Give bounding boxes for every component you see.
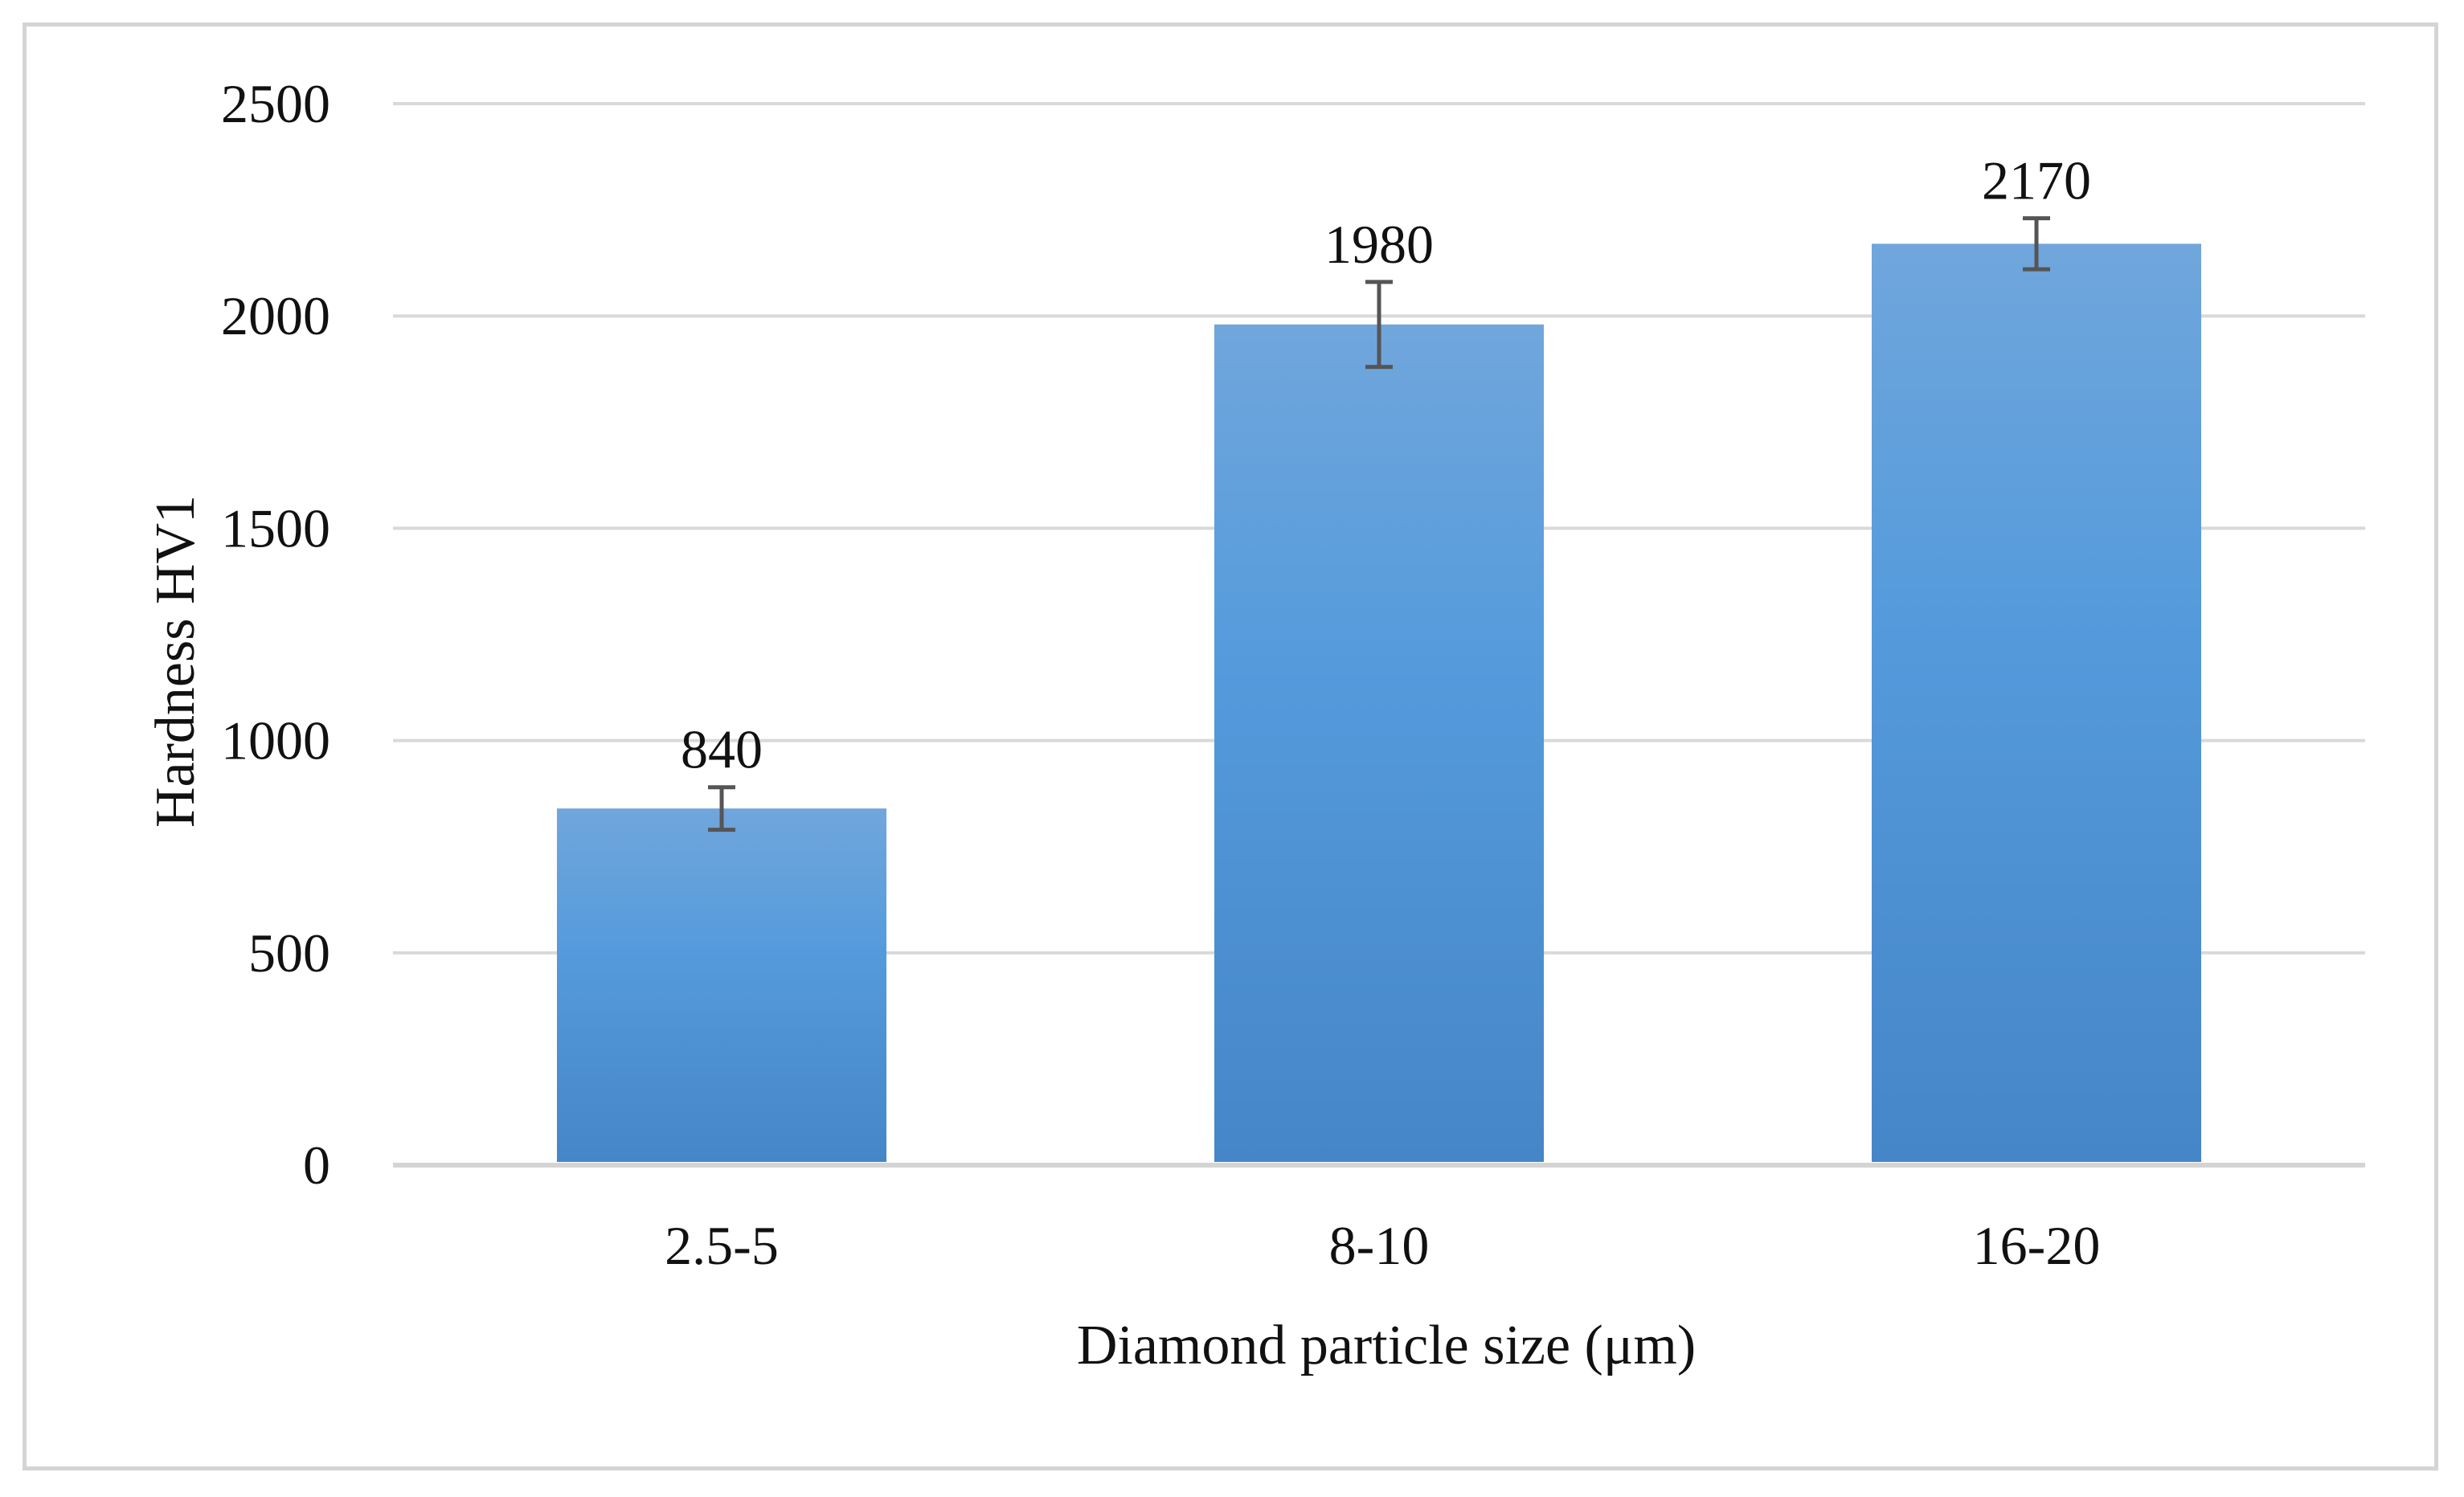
y-tick-label: 1500: [221, 497, 330, 558]
x-category-label: 8-10: [1329, 1215, 1430, 1276]
error-bar: [1365, 280, 1393, 370]
data-label: 2170: [1982, 150, 2091, 211]
x-axis-title: Diamond particle size (μm): [1077, 1315, 1696, 1376]
error-bars: [708, 216, 2050, 832]
bar: [557, 808, 886, 1162]
bar: [1214, 324, 1544, 1162]
bar-chart: 0 500 1000 1500 2000 2500 840 1980 2170 2.5-5 8-…: [145, 73, 2365, 1376]
x-category-label: 2.5-5: [665, 1215, 779, 1276]
x-category-label: 16-20: [1973, 1215, 2101, 1276]
bar: [1872, 243, 2201, 1162]
error-bar: [2023, 216, 2050, 272]
y-tick-label: 500: [248, 922, 330, 984]
data-label: 1980: [1324, 214, 1434, 275]
y-axis-ticks: 0 500 1000 1500 2000 2500: [221, 73, 330, 1196]
y-tick-label: 2500: [221, 73, 330, 134]
y-tick-label: 1000: [221, 710, 330, 771]
bars: [557, 243, 2201, 1162]
y-axis-title: Hardness HV1: [145, 495, 207, 828]
data-labels: 840 1980 2170: [681, 150, 2091, 780]
x-axis-categories: 2.5-5 8-10 16-20: [665, 1215, 2100, 1276]
data-label: 840: [681, 719, 763, 780]
chart-frame: 0 500 1000 1500 2000 2500 840 1980 2170 2.5-5 8-…: [23, 22, 2438, 1470]
y-tick-label: 2000: [221, 285, 330, 346]
error-bar: [708, 785, 735, 832]
y-tick-label: 0: [303, 1135, 330, 1196]
